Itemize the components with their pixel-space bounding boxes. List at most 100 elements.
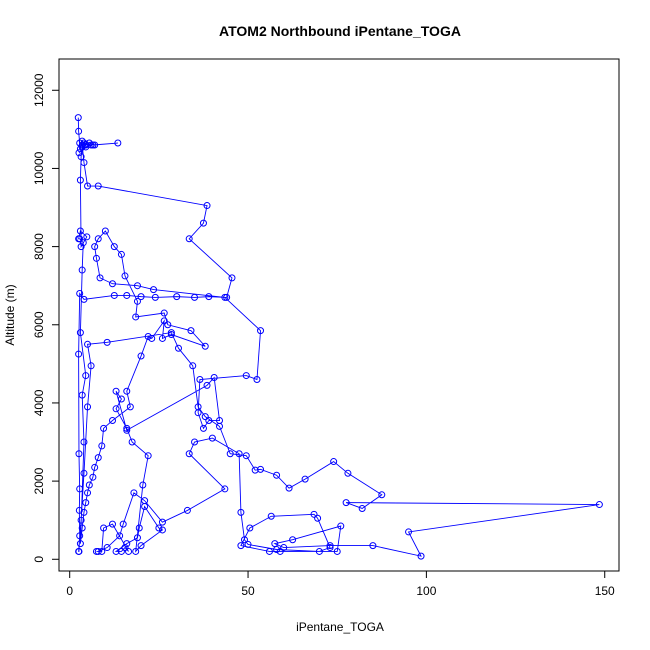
series (74, 114, 603, 560)
data-point (310, 510, 318, 518)
y-tick-label: 0 (32, 556, 46, 563)
chart-title: ATOM2 Northbound iPentane_TOGA (219, 23, 461, 39)
data-point (110, 243, 118, 251)
data-point (337, 522, 345, 530)
x-axis-label: iPentane_TOGA (296, 620, 384, 634)
x-tick-label: 50 (241, 584, 255, 598)
data-point (208, 434, 216, 442)
data-point (342, 499, 350, 507)
data-point (96, 274, 104, 282)
data-point (109, 520, 116, 528)
data-point (114, 139, 122, 147)
data-point (201, 342, 209, 350)
data-point (216, 417, 224, 425)
data-point (100, 524, 108, 532)
data-point (121, 544, 129, 552)
data-point (101, 227, 109, 235)
data-point (76, 290, 84, 297)
data-point (92, 547, 100, 555)
data-point (80, 438, 88, 446)
data-point (173, 293, 181, 301)
data-point (160, 317, 168, 325)
data-point (103, 544, 111, 552)
data-point (141, 503, 149, 511)
data-point (80, 139, 88, 147)
plot-frame (58, 58, 620, 572)
data-point (196, 375, 204, 383)
data-point (79, 239, 87, 247)
data-point (203, 202, 211, 210)
data-point (205, 293, 213, 301)
data-point (117, 250, 125, 258)
data-point (344, 469, 352, 477)
data-point (116, 532, 124, 540)
data-point (94, 235, 102, 243)
data-point (191, 438, 199, 446)
data-point (133, 282, 141, 290)
data-point (330, 458, 338, 466)
data-point (326, 544, 334, 552)
data-point (378, 491, 386, 499)
data-point (84, 340, 92, 348)
data-point (119, 520, 127, 528)
y-tick-label: 2000 (32, 467, 46, 494)
data-point (75, 350, 83, 358)
data-point (75, 506, 83, 514)
data-point (203, 381, 211, 389)
data-point (84, 489, 92, 497)
data-point (128, 438, 136, 446)
data-point (123, 387, 131, 395)
series-line (77, 117, 600, 557)
data-point (91, 243, 99, 251)
data-point (314, 514, 322, 522)
data-point (358, 504, 366, 512)
data-point (110, 291, 118, 299)
data-point (75, 149, 83, 157)
data-point (199, 219, 207, 227)
data-point (137, 293, 145, 301)
data-point (132, 313, 140, 321)
data-point (125, 547, 133, 555)
y-axis: 0 2000 4000 6000 8000 10000 12000 (32, 73, 60, 563)
data-point (246, 524, 254, 532)
data-point (78, 391, 86, 399)
data-point (221, 293, 229, 301)
data-point (85, 481, 93, 489)
data-point (221, 485, 229, 493)
data-point (237, 508, 245, 516)
data-point (289, 536, 297, 544)
data-point (75, 235, 83, 243)
x-tick-label: 100 (416, 584, 436, 598)
data-point (137, 542, 145, 550)
data-point (199, 424, 207, 432)
data-point (164, 321, 172, 329)
data-point (77, 243, 85, 251)
data-point (144, 333, 152, 340)
data-point (226, 450, 234, 458)
y-tick-label: 10000 (32, 151, 46, 185)
data-point (210, 374, 218, 382)
data-point (82, 143, 90, 151)
data-point (76, 227, 84, 235)
data-point (123, 540, 131, 548)
data-point (98, 547, 106, 555)
data-point (187, 327, 195, 335)
data-point (123, 291, 131, 299)
data-point (75, 547, 83, 555)
y-tick-label: 12000 (32, 73, 46, 107)
data-point (80, 469, 88, 477)
data-point (183, 506, 191, 514)
data-point (240, 536, 248, 544)
data-point (78, 141, 86, 149)
data-point (78, 143, 86, 151)
data-point (91, 463, 99, 471)
data-point (135, 524, 143, 532)
data-point (174, 344, 182, 352)
data-point (87, 362, 95, 370)
data-point (80, 159, 88, 167)
data-point (191, 293, 199, 301)
data-point (94, 182, 102, 190)
data-point (132, 547, 140, 555)
data-point (189, 362, 197, 370)
data-point (112, 387, 120, 395)
